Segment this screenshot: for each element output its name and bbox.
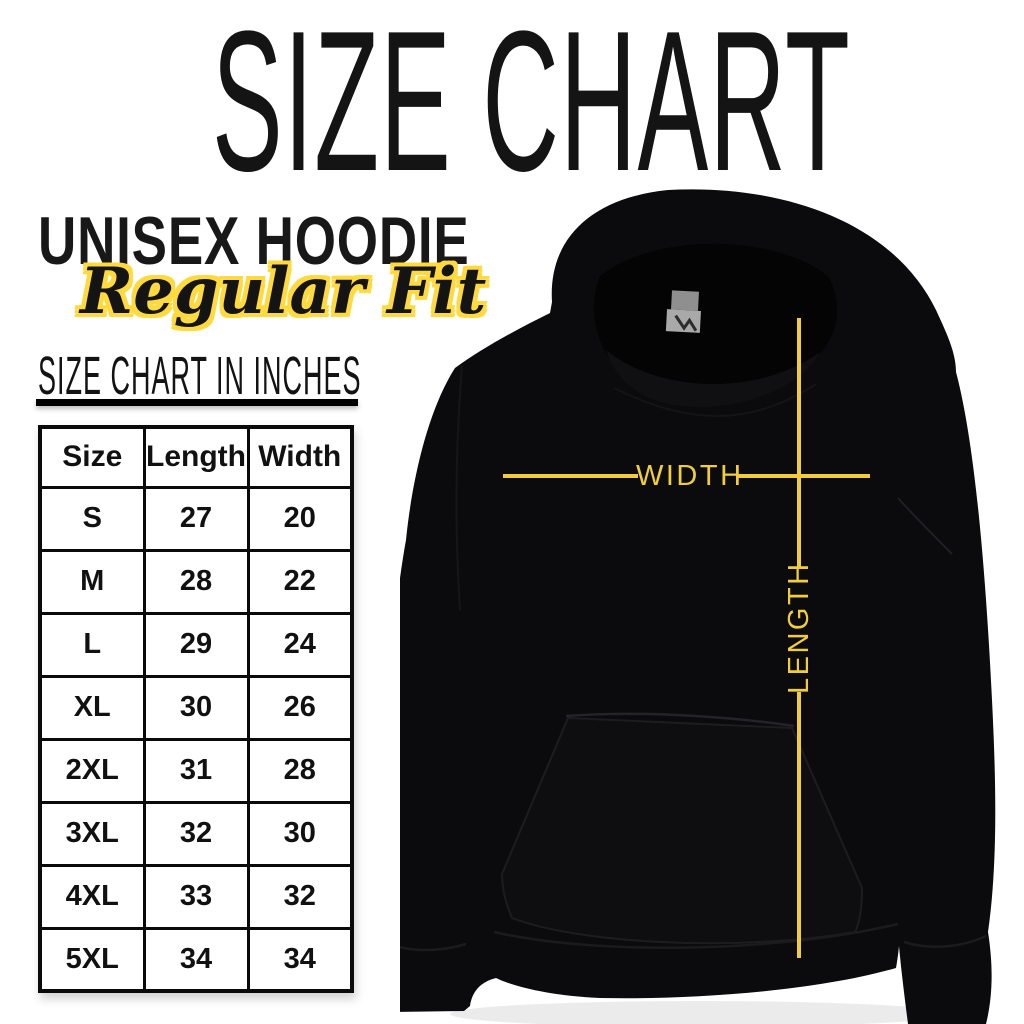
- hoodie-image: [386, 180, 1024, 1024]
- size-table-heading: SIZE CHART IN INCHES: [38, 346, 362, 406]
- header-row: Size Length Width: [38, 425, 354, 489]
- width-measure-label: WIDTH: [636, 460, 744, 492]
- product-fit: Regular Fit: [80, 254, 487, 329]
- length-measure-line-top: [797, 318, 801, 568]
- right-cuff-seam: [903, 934, 987, 949]
- table-row: XL 30 26: [38, 674, 354, 741]
- width-cell: 34: [246, 926, 354, 993]
- page-title: SIZE CHART: [212, 0, 851, 213]
- kangaroo-pocket: [500, 716, 864, 945]
- width-measure-line-left: [503, 474, 638, 478]
- size-cell: 3XL: [38, 800, 146, 867]
- hoodie-shadow: [450, 1001, 950, 1024]
- table-row: 3XL 32 30: [38, 800, 354, 867]
- length-cell: 28: [142, 548, 250, 615]
- product-name: UNISEX HOODIE: [38, 203, 470, 279]
- table-row: M 28 22: [38, 548, 354, 615]
- width-cell: 20: [246, 485, 354, 552]
- width-cell: 28: [246, 737, 354, 804]
- hoodie-graphic: [386, 189, 996, 1024]
- pocket-top-seam: [565, 712, 795, 728]
- size-cell: M: [38, 548, 146, 615]
- size-cell: XL: [38, 674, 146, 741]
- length-cell: 27: [142, 485, 250, 552]
- width-cell: 22: [246, 548, 354, 615]
- table-row: 2XL 31 28: [38, 737, 354, 804]
- length-cell: 29: [142, 611, 250, 678]
- hood-chest-seam: [613, 383, 817, 417]
- length-cell: 32: [142, 800, 250, 867]
- size-table: Size Length Width S 27 20 M 28 22 L 29 24 XL 30 26 2…: [38, 425, 354, 993]
- table-row: 5XL 34 34: [38, 926, 354, 993]
- length-cell: 30: [142, 674, 250, 741]
- width-measure-line-right: [736, 474, 870, 478]
- table-row: 4XL 33 32: [38, 863, 354, 930]
- size-cell: 5XL: [38, 926, 146, 993]
- length-column-header: Length: [142, 425, 250, 489]
- width-cell: 24: [246, 611, 354, 678]
- length-measure-label: LENGTH: [783, 561, 815, 694]
- hood-inner-shade: [606, 350, 820, 407]
- left-sleeve-seam: [455, 365, 463, 611]
- width-cell: 32: [246, 863, 354, 930]
- width-cell: 30: [246, 800, 354, 867]
- table-row: S 27 20: [38, 485, 354, 552]
- size-column-header: Size: [38, 425, 146, 489]
- length-cell: 33: [142, 863, 250, 930]
- size-cell: 4XL: [38, 863, 146, 930]
- size-table-header: Size Length Width: [38, 425, 354, 489]
- length-measure-line-bottom: [797, 692, 801, 958]
- size-cell: S: [38, 485, 146, 552]
- size-cell: L: [38, 611, 146, 678]
- size-cell: 2XL: [38, 737, 146, 804]
- hood-opening: [593, 243, 838, 399]
- neck-tag: [665, 290, 701, 333]
- width-cell: 26: [246, 674, 354, 741]
- heading-underline: [36, 399, 358, 406]
- length-cell: 31: [142, 737, 250, 804]
- length-cell: 34: [142, 926, 250, 993]
- right-shoulder-seam: [897, 497, 953, 555]
- table-row: L 29 24: [38, 611, 354, 678]
- hem-seam: [493, 922, 899, 949]
- size-table-body: S 27 20 M 28 22 L 29 24 XL 30 26 2XL 31 28 3XL 32 30 4XL 33…: [38, 485, 354, 993]
- width-column-header: Width: [246, 425, 354, 489]
